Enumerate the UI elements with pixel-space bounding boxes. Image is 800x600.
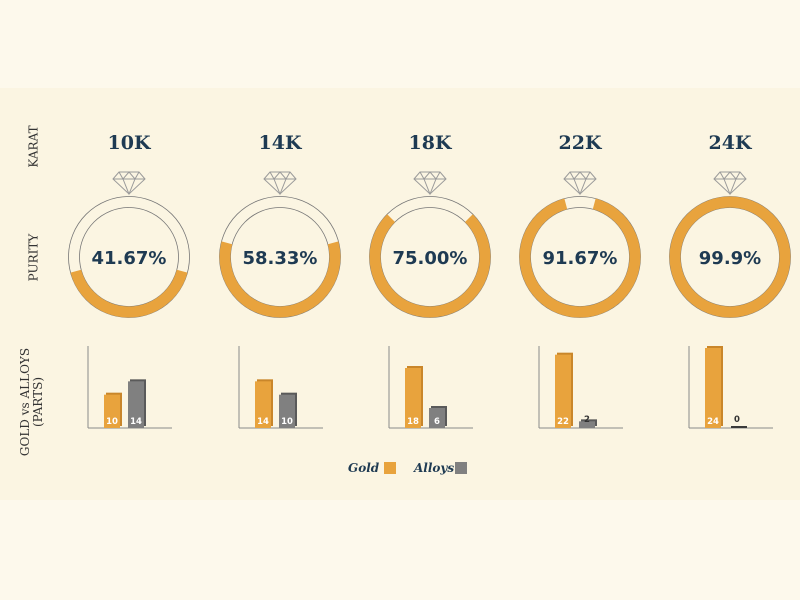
diamond-icon: [713, 171, 747, 196]
legend-label-alloys: Alloys: [414, 461, 455, 475]
gold-fill-arc: [369, 214, 491, 318]
gold-bar: [104, 394, 120, 428]
row-label-gold-vs-alloys-line2: (PARTS): [31, 376, 45, 428]
diamond-icon: [563, 171, 597, 196]
gold-fill-arc: [219, 241, 341, 318]
purity-value: 75.00%: [392, 248, 468, 269]
purity-ring: [219, 196, 341, 318]
alloy-bar-label: 6: [434, 417, 440, 427]
gold-vs-alloys-chart: 10 14: [87, 346, 172, 429]
alloy-bar: [279, 394, 295, 428]
alloy-bar: [731, 426, 747, 428]
purity-ring: [519, 196, 641, 318]
alloy-bar: [128, 381, 144, 428]
gold-bar-label: 18: [407, 417, 419, 427]
gold-bar: [405, 368, 421, 428]
purity-value: 91.67%: [542, 248, 618, 269]
ring-inner-outline: [530, 207, 630, 307]
gold-fill-arc: [669, 196, 791, 318]
row-label-purity: PURITY: [26, 233, 41, 282]
karat-label: 22K: [558, 132, 602, 154]
purity-ring: [68, 196, 190, 318]
legend-swatch-alloys: [455, 462, 467, 474]
gold-bar: [705, 348, 721, 428]
purity-ring: [369, 196, 491, 318]
diamond-icon: [413, 171, 447, 196]
purity-value: 99.9%: [698, 248, 762, 269]
gold-vs-alloys-chart: 22 2: [538, 346, 623, 429]
legend-label-gold: Gold: [348, 461, 380, 475]
alloy-bar-label: 14: [130, 417, 142, 427]
karat-label: 24K: [708, 132, 752, 154]
diamond-icon: [112, 171, 146, 196]
karat-label: 14K: [258, 132, 302, 154]
purity-value: 41.67%: [91, 248, 167, 269]
legend: Gold Alloys: [0, 460, 800, 480]
gold-bar: [255, 381, 271, 428]
gold-bar: [555, 354, 571, 428]
gold-bar-label: 22: [557, 417, 569, 427]
alloy-bar-label: 10: [281, 417, 293, 427]
gold-fill-arc: [519, 198, 641, 318]
gold-fill-arc: [70, 269, 188, 318]
legend-swatch-gold: [384, 462, 396, 474]
gold-vs-alloys-chart: 14 10: [238, 346, 323, 429]
purity-ring: [669, 196, 791, 318]
background-band: [0, 88, 800, 500]
alloy-bar: [579, 421, 595, 428]
row-label-karat: KARAT: [26, 125, 41, 168]
purity-value: 58.33%: [242, 248, 318, 269]
karat-label: 10K: [107, 132, 151, 154]
gold-bar-label: 24: [707, 417, 719, 427]
alloy-bar-label: 2: [584, 415, 590, 425]
alloy-bar: [429, 408, 445, 428]
gold-bar-label: 10: [106, 417, 118, 427]
alloy-bar-label: 0: [734, 415, 740, 425]
gold-bar-label: 14: [257, 417, 269, 427]
gold-vs-alloys-chart: 24 0: [688, 346, 773, 429]
diamond-icon: [263, 171, 297, 196]
row-label-gold-vs-alloys: GOLD vs ALLOYS (PARTS): [18, 342, 47, 462]
karat-label: 18K: [408, 132, 452, 154]
gold-vs-alloys-chart: 18 6: [388, 346, 473, 429]
